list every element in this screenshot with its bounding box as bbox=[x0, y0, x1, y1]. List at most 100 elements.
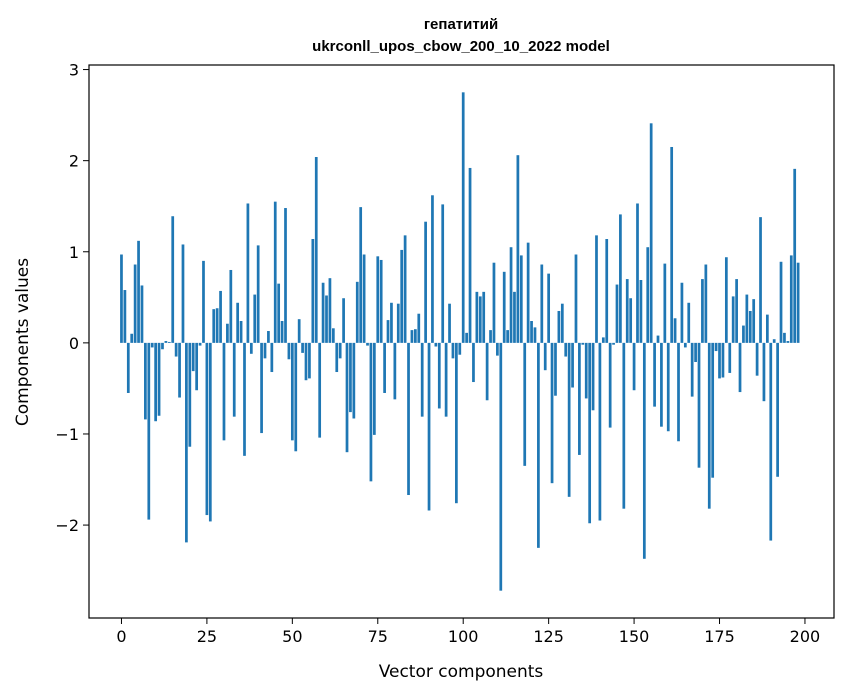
bar bbox=[738, 342, 742, 393]
bar bbox=[342, 298, 345, 343]
bar bbox=[721, 342, 725, 378]
bar bbox=[636, 203, 639, 343]
bar bbox=[550, 342, 554, 484]
bar bbox=[133, 264, 137, 343]
bar bbox=[311, 239, 315, 343]
bar bbox=[482, 291, 486, 343]
bar bbox=[424, 221, 427, 343]
bar bbox=[687, 302, 691, 343]
bar bbox=[376, 256, 380, 343]
bar bbox=[783, 332, 786, 343]
bar bbox=[386, 320, 390, 343]
bar bbox=[325, 295, 328, 343]
bar bbox=[567, 342, 571, 497]
bar bbox=[543, 342, 547, 371]
bar bbox=[222, 342, 226, 441]
bar bbox=[632, 342, 636, 391]
bar bbox=[502, 271, 506, 343]
bar bbox=[243, 342, 246, 456]
bar bbox=[598, 342, 602, 521]
bar bbox=[660, 342, 663, 427]
bar bbox=[786, 341, 790, 343]
bar bbox=[144, 342, 147, 420]
x-axis-ticks: 0 25 50 75 100 125 150 175 200 bbox=[116, 618, 820, 646]
bar bbox=[769, 342, 773, 541]
bar bbox=[666, 342, 670, 432]
bar bbox=[492, 262, 496, 343]
bar bbox=[499, 342, 503, 591]
bar bbox=[407, 342, 410, 496]
bar bbox=[410, 330, 414, 343]
bar bbox=[448, 303, 451, 343]
y-tick-label: 1 bbox=[69, 243, 79, 262]
bar bbox=[369, 342, 373, 482]
bar bbox=[202, 260, 205, 343]
bar bbox=[670, 146, 674, 343]
bar bbox=[297, 319, 301, 343]
bar bbox=[697, 342, 701, 468]
bar bbox=[663, 263, 667, 343]
bar bbox=[554, 342, 557, 396]
bar bbox=[287, 342, 291, 360]
bar bbox=[253, 294, 257, 343]
bar bbox=[629, 298, 633, 343]
bar bbox=[690, 342, 694, 397]
bar bbox=[509, 247, 513, 343]
bar bbox=[588, 342, 592, 524]
bar bbox=[396, 303, 400, 343]
bar bbox=[789, 255, 793, 343]
bar bbox=[123, 290, 127, 343]
bar bbox=[779, 261, 783, 343]
bar bbox=[714, 342, 718, 352]
bar bbox=[284, 208, 287, 343]
bar bbox=[793, 168, 797, 343]
bar bbox=[427, 342, 431, 511]
bar bbox=[776, 342, 779, 477]
bar bbox=[455, 342, 458, 504]
bar bbox=[564, 342, 568, 357]
bar bbox=[140, 285, 144, 343]
bar bbox=[765, 314, 769, 343]
bar bbox=[649, 123, 653, 343]
bar bbox=[270, 342, 274, 373]
bar bbox=[673, 318, 677, 343]
bar bbox=[130, 333, 134, 343]
bar bbox=[625, 279, 629, 343]
bar bbox=[704, 264, 708, 343]
bar bbox=[164, 341, 168, 343]
bar bbox=[267, 331, 270, 343]
bar bbox=[735, 279, 738, 343]
bar bbox=[444, 342, 448, 417]
bar bbox=[390, 302, 393, 343]
bar bbox=[530, 321, 533, 343]
bar bbox=[728, 342, 732, 373]
bar bbox=[451, 342, 455, 359]
bar bbox=[605, 239, 609, 343]
bar bbox=[701, 279, 704, 343]
bar bbox=[352, 342, 356, 419]
bar bbox=[578, 342, 581, 455]
bar bbox=[232, 342, 236, 417]
bar bbox=[304, 342, 308, 381]
bar bbox=[506, 330, 509, 343]
bar bbox=[478, 296, 482, 343]
bar bbox=[615, 284, 619, 343]
bar bbox=[400, 249, 404, 343]
y-axis-label: Components values bbox=[13, 258, 33, 426]
x-tick-label: 200 bbox=[790, 627, 821, 646]
bar bbox=[372, 342, 376, 435]
bar bbox=[277, 283, 281, 343]
bar bbox=[338, 342, 342, 359]
bar bbox=[246, 203, 250, 343]
bar bbox=[256, 245, 260, 343]
bar bbox=[755, 342, 759, 376]
bar bbox=[731, 296, 735, 343]
bar bbox=[150, 342, 154, 348]
bar bbox=[639, 280, 643, 343]
x-tick-label: 100 bbox=[448, 627, 479, 646]
bar bbox=[215, 308, 219, 343]
bar bbox=[393, 342, 397, 400]
y-tick-label: −1 bbox=[55, 425, 79, 444]
bar bbox=[263, 342, 267, 359]
